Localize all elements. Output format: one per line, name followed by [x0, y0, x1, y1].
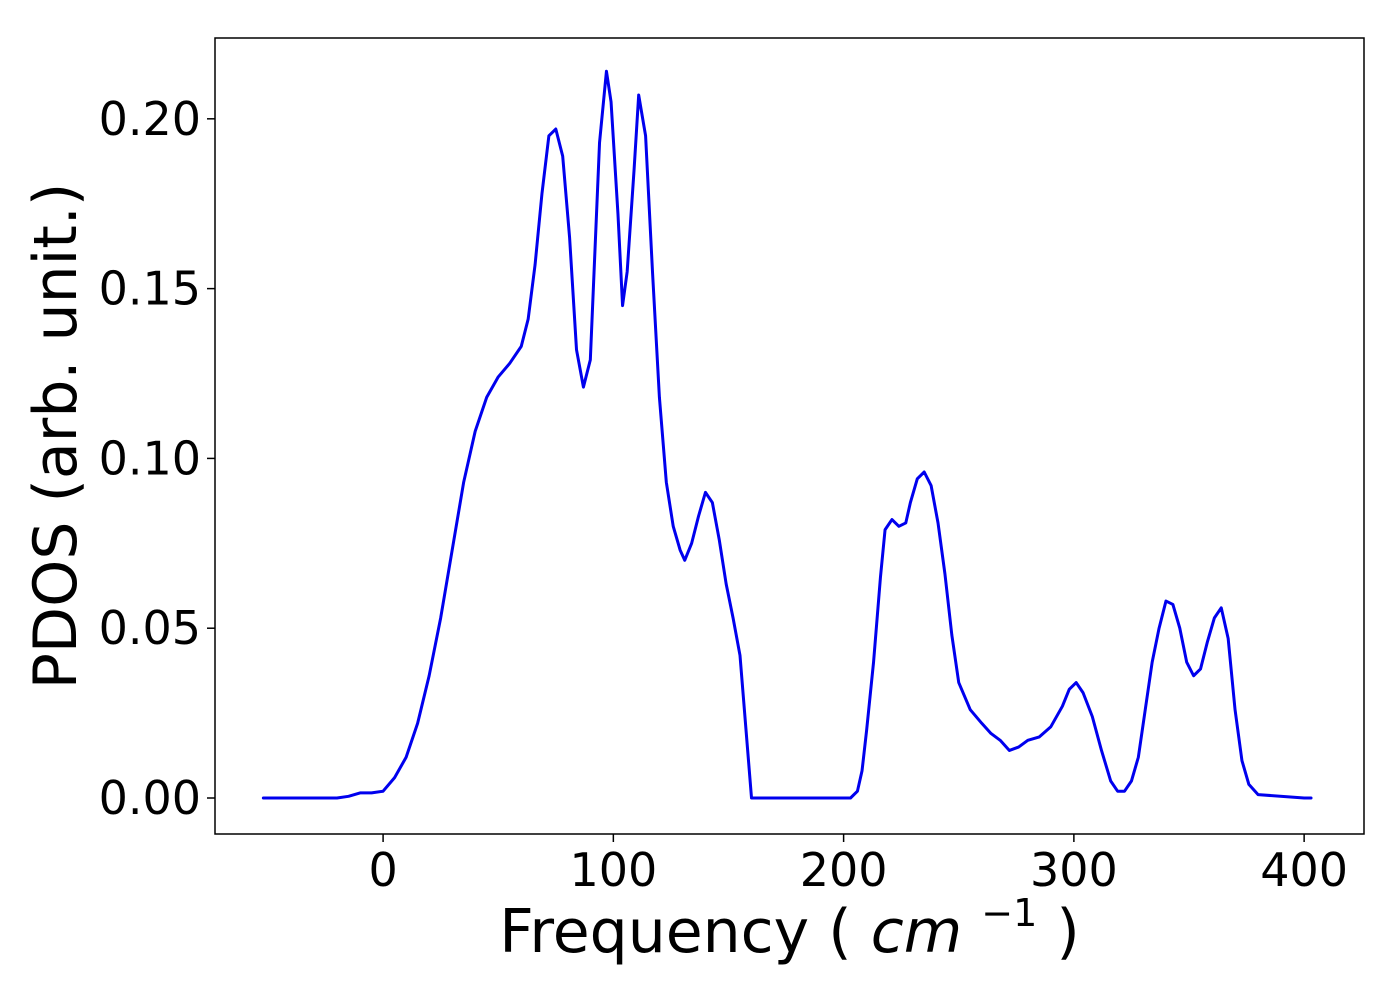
x-tick-label: 200 — [800, 843, 888, 897]
x-axis-label-close-paren: ) — [1056, 897, 1079, 967]
x-axis-label-unit: cm — [871, 897, 962, 967]
y-tick-label: 0.00 — [99, 771, 201, 825]
y-tick-label: 0.15 — [99, 262, 201, 316]
x-axis-ticks: 0 100 200 300 400 — [368, 834, 1348, 897]
plot-area — [214, 37, 1365, 835]
y-axis-label: PDOS (arb. unit.) — [21, 183, 91, 690]
x-axis-label-open-paren: ( — [828, 897, 851, 967]
x-tick-label: 300 — [1030, 843, 1118, 897]
x-axis-label-unit-exponent: −1 — [981, 891, 1037, 935]
plot-frame — [214, 37, 1365, 835]
y-tick-label: 0.10 — [99, 431, 201, 485]
x-tick-label: 100 — [569, 843, 657, 897]
x-tick-label: 400 — [1260, 843, 1348, 897]
y-tick-label: 0.20 — [99, 92, 201, 146]
y-tick-label: 0.05 — [99, 601, 201, 655]
x-axis-label-text: Frequency — [499, 897, 809, 967]
x-tick-label: 0 — [368, 843, 397, 897]
y-axis-ticks: 0.00 0.05 0.10 0.15 0.20 — [99, 92, 215, 825]
x-axis-label: Frequency ( cm −1 ) — [499, 871, 1080, 967]
pdos-series-line — [261, 69, 1313, 800]
